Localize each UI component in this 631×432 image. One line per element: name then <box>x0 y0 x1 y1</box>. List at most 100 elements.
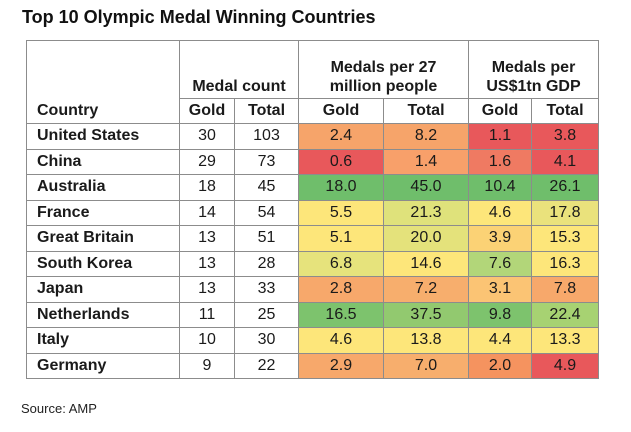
per-gdp-total-cell: 16.3 <box>531 250 599 277</box>
country-cell: Italy <box>26 327 180 354</box>
header-medals-per-gdp-line2: US$1tn GDP <box>486 78 581 95</box>
per-people-total-cell: 8.2 <box>383 123 469 150</box>
header-row-groups: Medal count Medals per 27 million people… <box>26 40 599 99</box>
per-people-total-cell: 7.0 <box>383 352 469 379</box>
per-gdp-total-cell: 17.8 <box>531 199 599 226</box>
table-row: Great Britain 13 51 5.1 20.0 3.9 15.3 <box>26 225 599 252</box>
header-medals-per-people: Medals per 27 million people <box>298 40 469 99</box>
per-people-gold-cell: 4.6 <box>298 327 384 354</box>
per-people-gold-cell: 2.8 <box>298 276 384 303</box>
header-gdp-gold: Gold <box>468 98 532 124</box>
country-cell: Netherlands <box>26 301 180 328</box>
per-gdp-total-cell: 26.1 <box>531 174 599 201</box>
table-row: South Korea 13 28 6.8 14.6 7.6 16.3 <box>26 250 599 277</box>
count-total-cell: 25 <box>234 301 299 328</box>
country-cell: Australia <box>26 174 180 201</box>
per-gdp-total-cell: 13.3 <box>531 327 599 354</box>
table-row: France 14 54 5.5 21.3 4.6 17.8 <box>26 199 599 226</box>
per-gdp-total-cell: 4.9 <box>531 352 599 379</box>
count-gold-cell: 10 <box>179 327 235 354</box>
country-cell: France <box>26 199 180 226</box>
country-cell: China <box>26 148 180 175</box>
count-gold-cell: 13 <box>179 225 235 252</box>
per-gdp-gold-cell: 1.6 <box>468 148 532 175</box>
per-people-total-cell: 7.2 <box>383 276 469 303</box>
chart-title: Top 10 Olympic Medal Winning Countries <box>22 7 376 27</box>
header-medals-per-gdp-line1: Medals per <box>491 59 576 76</box>
header-row-columns: Country Gold Total Gold Total Gold Total <box>26 98 599 124</box>
count-gold-cell: 29 <box>179 148 235 175</box>
table-row: China 29 73 0.6 1.4 1.6 4.1 <box>26 148 599 175</box>
per-people-total-cell: 21.3 <box>383 199 469 226</box>
header-medal-count: Medal count <box>179 40 299 99</box>
per-people-total-cell: 37.5 <box>383 301 469 328</box>
count-gold-cell: 9 <box>179 352 235 379</box>
per-gdp-gold-cell: 2.0 <box>468 352 532 379</box>
table-row: Australia 18 45 18.0 45.0 10.4 26.1 <box>26 174 599 201</box>
country-cell: South Korea <box>26 250 180 277</box>
header-people-total: Total <box>383 98 469 124</box>
header-count-gold: Gold <box>179 98 235 124</box>
per-gdp-gold-cell: 4.6 <box>468 199 532 226</box>
per-people-total-cell: 1.4 <box>383 148 469 175</box>
per-gdp-gold-cell: 1.1 <box>468 123 532 150</box>
count-gold-cell: 30 <box>179 123 235 150</box>
count-total-cell: 45 <box>234 174 299 201</box>
count-gold-cell: 14 <box>179 199 235 226</box>
table-row: Netherlands 11 25 16.5 37.5 9.8 22.4 <box>26 301 599 328</box>
count-gold-cell: 13 <box>179 250 235 277</box>
per-people-gold-cell: 18.0 <box>298 174 384 201</box>
per-people-gold-cell: 6.8 <box>298 250 384 277</box>
per-gdp-gold-cell: 3.9 <box>468 225 532 252</box>
table-row: Germany 9 22 2.9 7.0 2.0 4.9 <box>26 352 599 379</box>
per-people-gold-cell: 5.5 <box>298 199 384 226</box>
per-people-total-cell: 20.0 <box>383 225 469 252</box>
count-total-cell: 73 <box>234 148 299 175</box>
per-people-gold-cell: 2.9 <box>298 352 384 379</box>
count-gold-cell: 13 <box>179 276 235 303</box>
table-row: United States 30 103 2.4 8.2 1.1 3.8 <box>26 123 599 150</box>
header-blank-cell <box>26 40 180 99</box>
per-gdp-total-cell: 7.8 <box>531 276 599 303</box>
count-total-cell: 22 <box>234 352 299 379</box>
country-cell: United States <box>26 123 180 150</box>
header-medals-per-people-line2: million people <box>329 78 438 95</box>
country-cell: Great Britain <box>26 225 180 252</box>
per-people-gold-cell: 2.4 <box>298 123 384 150</box>
count-total-cell: 103 <box>234 123 299 150</box>
per-gdp-total-cell: 4.1 <box>531 148 599 175</box>
medal-table: Medal count Medals per 27 million people… <box>26 40 599 379</box>
per-gdp-gold-cell: 3.1 <box>468 276 532 303</box>
header-people-gold: Gold <box>298 98 384 124</box>
source-note: Source: AMP <box>21 401 97 416</box>
per-gdp-gold-cell: 4.4 <box>468 327 532 354</box>
table-row: Italy 10 30 4.6 13.8 4.4 13.3 <box>26 327 599 354</box>
per-gdp-total-cell: 15.3 <box>531 225 599 252</box>
per-people-gold-cell: 16.5 <box>298 301 384 328</box>
per-gdp-gold-cell: 9.8 <box>468 301 532 328</box>
per-people-total-cell: 45.0 <box>383 174 469 201</box>
per-gdp-total-cell: 3.8 <box>531 123 599 150</box>
count-total-cell: 51 <box>234 225 299 252</box>
per-people-gold-cell: 0.6 <box>298 148 384 175</box>
count-gold-cell: 18 <box>179 174 235 201</box>
per-people-gold-cell: 5.1 <box>298 225 384 252</box>
count-total-cell: 54 <box>234 199 299 226</box>
header-count-total: Total <box>234 98 299 124</box>
country-cell: Germany <box>26 352 180 379</box>
per-people-total-cell: 13.8 <box>383 327 469 354</box>
count-gold-cell: 11 <box>179 301 235 328</box>
country-cell: Japan <box>26 276 180 303</box>
table-row: Japan 13 33 2.8 7.2 3.1 7.8 <box>26 276 599 303</box>
header-country: Country <box>26 98 180 124</box>
header-gdp-total: Total <box>531 98 599 124</box>
count-total-cell: 28 <box>234 250 299 277</box>
per-gdp-total-cell: 22.4 <box>531 301 599 328</box>
per-people-total-cell: 14.6 <box>383 250 469 277</box>
count-total-cell: 33 <box>234 276 299 303</box>
count-total-cell: 30 <box>234 327 299 354</box>
per-gdp-gold-cell: 10.4 <box>468 174 532 201</box>
header-medals-per-people-line1: Medals per 27 <box>330 59 437 76</box>
header-medals-per-gdp: Medals per US$1tn GDP <box>468 40 599 99</box>
per-gdp-gold-cell: 7.6 <box>468 250 532 277</box>
